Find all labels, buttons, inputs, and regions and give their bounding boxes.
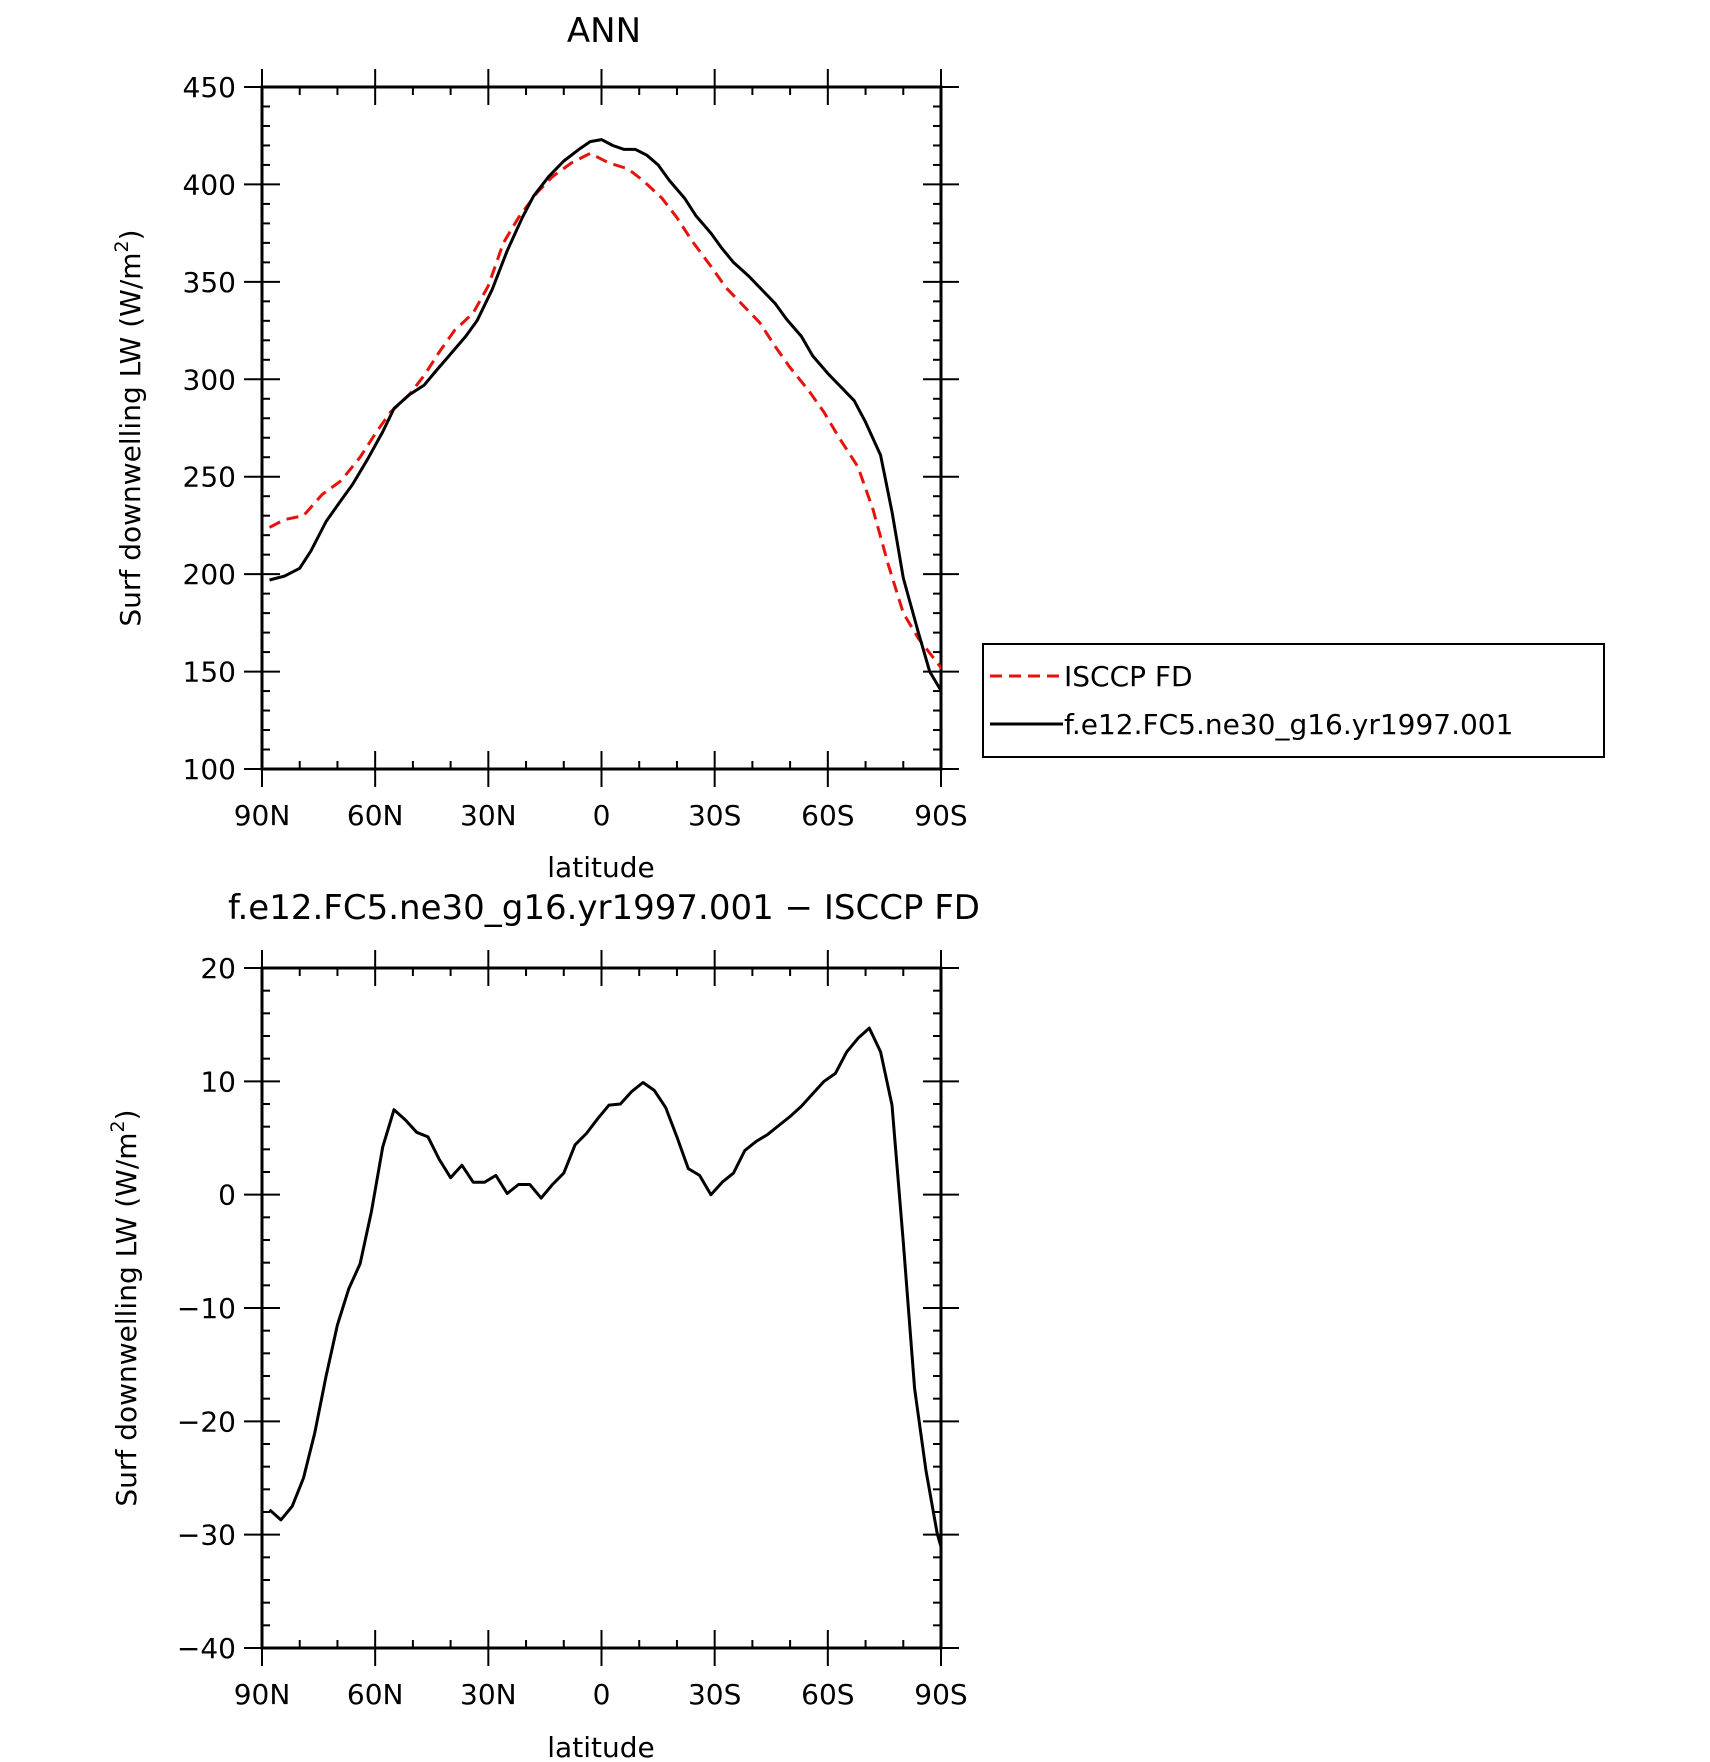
x-tick-label: 90S [914,799,967,832]
x-tick-label: 60S [801,799,854,832]
bottom-axis-ticks [244,950,959,1666]
x-tick-label: 60N [347,799,404,832]
bottom-series-lines [268,1026,941,1553]
y-tick-label: 300 [183,363,236,396]
x-tick-label: 60N [347,1678,404,1711]
y-tick-label: 0 [218,1179,236,1212]
legend: ISCCP FD f.e12.FC5.ne30_g16.yr1997.001 [982,643,1605,758]
y-tick-label: 200 [183,558,236,591]
y-tick-label: −40 [177,1632,236,1665]
top-x-axis-label: latitude [547,851,654,884]
bottom-panel-title: f.e12.FC5.ne30_g16.yr1997.001 − ISCCP FD [228,888,980,928]
y-tick-label: 10 [200,1065,236,1098]
y-tick-label: −20 [177,1405,236,1438]
bottom-panel: f.e12.FC5.ne30_g16.yr1997.001 − ISCCP FD… [107,888,980,1762]
top-axis-ticks [244,69,959,787]
x-tick-label: 30S [688,1678,741,1711]
bottom-x-axis-label: latitude [547,1731,654,1762]
x-tick-label: 90S [914,1678,967,1711]
top-x-tick-labels: 90N 60N 30N 0 30S 60S 90S [234,799,968,832]
bottom-x-tick-labels: 90N 60N 30N 0 30S 60S 90S [234,1678,968,1711]
series-line-difference [268,1026,941,1553]
x-tick-label: 90N [234,799,291,832]
x-tick-label: 0 [593,1678,611,1711]
legend-model-label: f.e12.FC5.ne30_g16.yr1997.001 [1064,708,1513,741]
x-tick-label: 0 [593,799,611,832]
x-tick-label: 30N [460,1678,517,1711]
series-line-isccp-fd [268,151,941,671]
top-y-axis-label: Surf downwelling LW (W/m2) [111,229,147,626]
y-tick-label: 100 [183,753,236,786]
y-tick-label: 20 [200,952,236,985]
x-tick-label: 90N [234,1678,291,1711]
top-panel: ANN 100 150 200 250 300 350 400 450 90N 60N 30N 0 3… [111,11,1605,884]
series-line-f-e12-fc5-ne30-g16-yr1997-001 [269,138,941,694]
y-tick-label: 350 [183,266,236,299]
bottom-y-tick-labels: −40 −30 −20 −10 0 10 20 [177,952,236,1665]
y-tick-label: 400 [183,168,236,201]
x-tick-label: 30N [460,799,517,832]
bottom-y-axis-label: Surf downwelling LW (W/m2) [107,1109,143,1506]
legend-box [982,643,1605,758]
legend-isccp-label: ISCCP FD [1064,660,1193,693]
x-tick-label: 60S [801,1678,854,1711]
top-panel-title: ANN [567,11,641,51]
y-tick-label: 250 [183,461,236,494]
y-tick-label: −10 [177,1292,236,1325]
y-tick-label: 450 [183,71,236,104]
x-tick-label: 30S [688,799,741,832]
top-y-tick-labels: 100 150 200 250 300 350 400 450 [183,71,236,786]
top-series-lines [268,138,941,694]
y-tick-label: 150 [183,656,236,689]
y-tick-label: −30 [177,1519,236,1552]
